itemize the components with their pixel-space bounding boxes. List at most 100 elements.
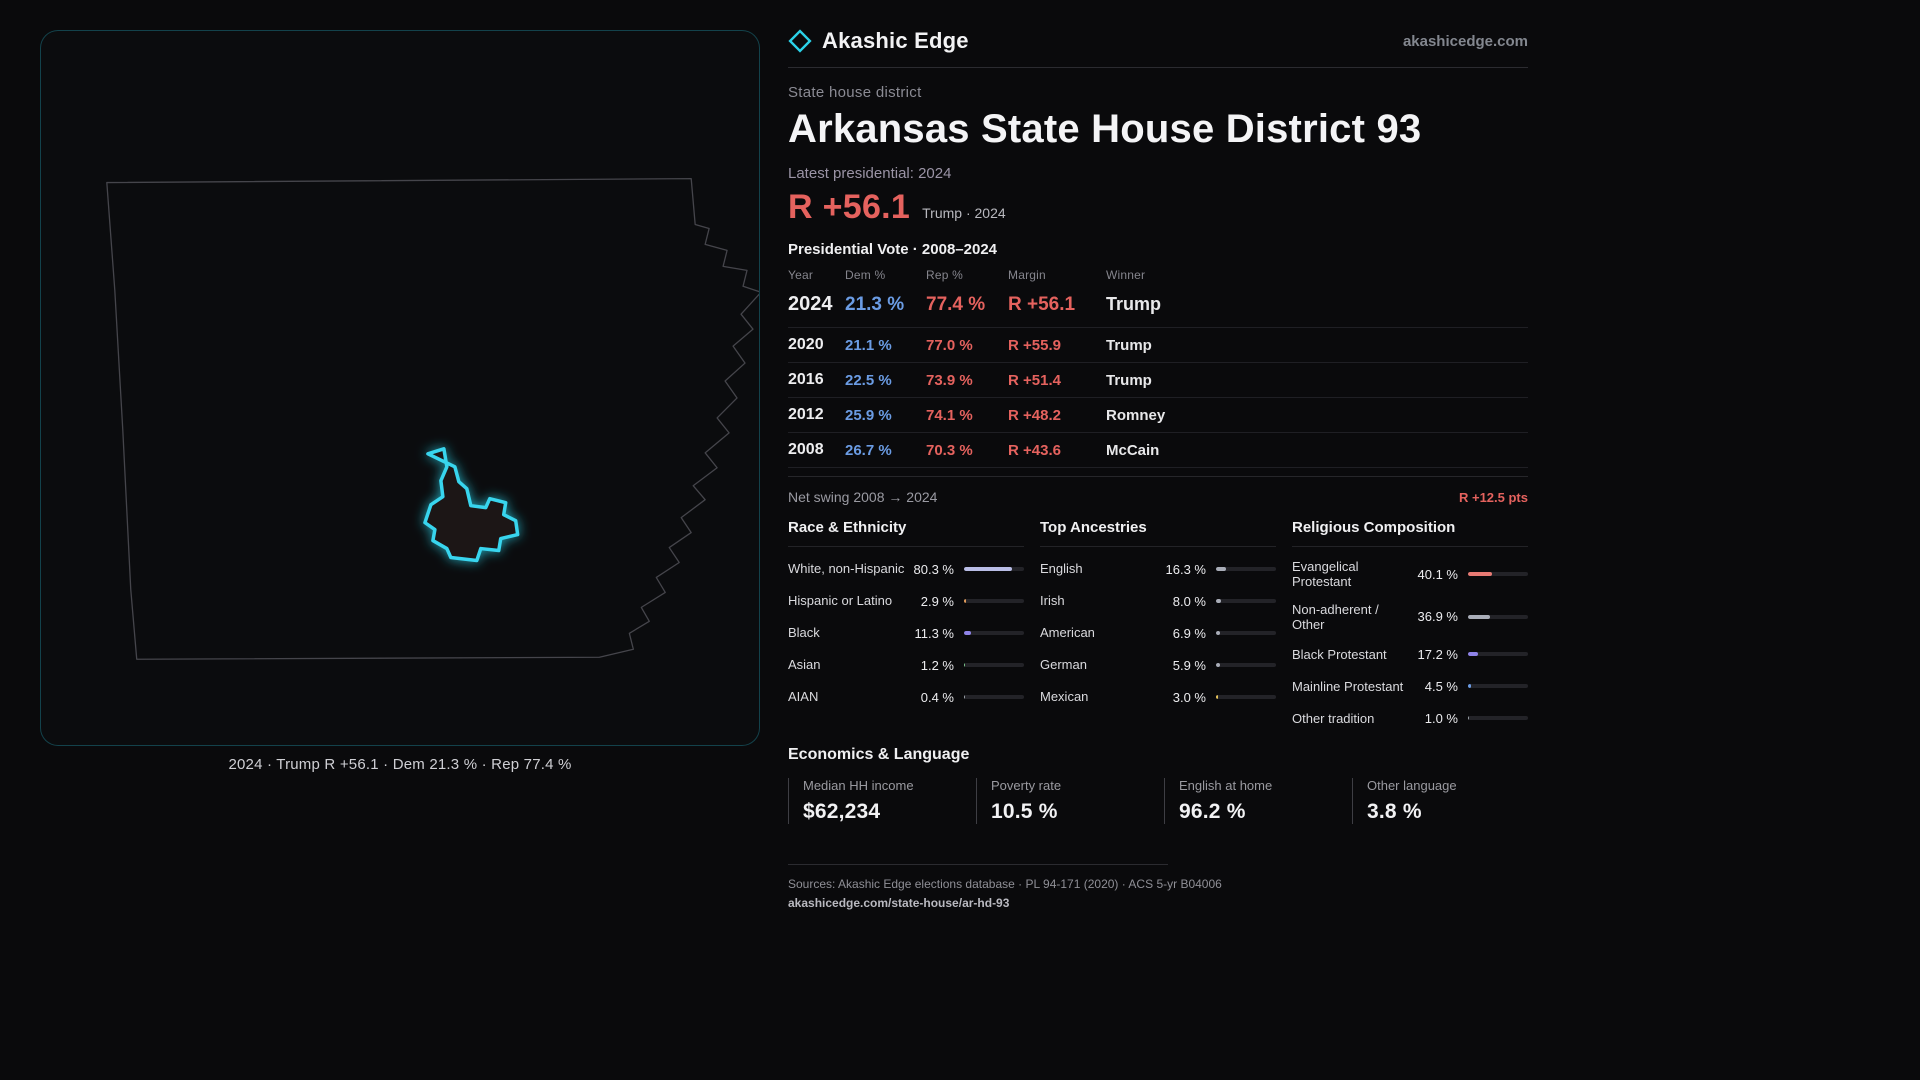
economics-stats: Median HH income $62,234 Poverty rate 10… — [788, 778, 1528, 825]
demo-value: 0.4 % — [920, 689, 954, 705]
demo-label: AIAN — [788, 689, 819, 705]
stat-label: English at home — [1179, 778, 1273, 794]
bar-fill — [964, 567, 1013, 571]
district-93-shape — [423, 447, 520, 563]
demo-label: Asian — [788, 657, 821, 673]
demo-label: English — [1040, 561, 1083, 577]
stat-value: 10.5 % — [991, 800, 1058, 824]
bar-track — [1468, 684, 1528, 689]
demo-row-asian: Asian 1.2 % — [788, 655, 1024, 675]
demo-row-white: White, non-Hispanic 80.3 % — [788, 559, 1024, 579]
footer-sources: Sources: Akashic Edge elections database… — [788, 877, 1222, 892]
arkansas-outline — [106, 177, 759, 660]
bar-fill — [964, 631, 971, 635]
bar-fill — [1468, 572, 1493, 577]
year-cell: 2008 — [788, 441, 824, 458]
headline-margin: R +56.1 Trump · 2024 — [788, 188, 1528, 227]
demo-row-evangelical: Evangelical Protestant 40.1 % — [1292, 559, 1528, 590]
winner-cell: Trump — [1106, 371, 1152, 389]
footer-divider — [788, 864, 1168, 866]
stat-value: $62,234 — [803, 800, 881, 824]
rep-cell: 70.3 % — [926, 441, 973, 459]
demo-value: 17.2 % — [1417, 646, 1458, 662]
race-ethnicity-title: Race & Ethnicity — [788, 519, 1024, 547]
race-ethnicity-section: Race & Ethnicity White, non-Hispanic 80.… — [788, 519, 1024, 728]
stat-label: Poverty rate — [991, 778, 1062, 794]
winner-cell: McCain — [1106, 441, 1160, 459]
bar-fill — [964, 695, 965, 699]
margin-cell: R +48.2 — [1008, 406, 1061, 424]
stat-other-language: Other language 3.8 % — [1352, 778, 1528, 825]
demo-label: Evangelical Protestant — [1292, 559, 1359, 590]
demo-value: 4.5 % — [1424, 678, 1458, 694]
content-column: Akashic Edge akashicedge.com State house… — [788, 28, 1528, 910]
bar-track — [1216, 599, 1276, 603]
district-map — [106, 177, 759, 660]
demo-label: Irish — [1040, 593, 1065, 609]
diamond-logo-icon — [788, 29, 812, 53]
col-year: Year — [788, 268, 814, 282]
bar-track — [964, 663, 1024, 667]
demographics-grid: Race & Ethnicity White, non-Hispanic 80.… — [788, 519, 1528, 728]
demo-row-mainline: Mainline Protestant 4.5 % — [1292, 676, 1528, 696]
vote-table-title: Presidential Vote · 2008–2024 — [788, 241, 998, 258]
footer-permalink[interactable]: akashicedge.com/state-house/ar-hd-93 — [788, 896, 1010, 911]
demo-label: Black — [788, 625, 820, 641]
year-cell: 2024 — [788, 293, 833, 315]
demo-row-other-tradition: Other tradition 1.0 % — [1292, 708, 1528, 728]
bar-track — [1468, 652, 1528, 657]
table-row-2024: 2024 21.3 % 77.4 % R +56.1 Trump — [788, 282, 1528, 328]
demo-row-irish: Irish 8.0 % — [1040, 591, 1276, 611]
ancestries-section: Top Ancestries English 16.3 % Irish 8.0 … — [1040, 519, 1276, 728]
brand: Akashic Edge — [788, 28, 969, 54]
demo-row-nonadherent: Non-adherent / Other 36.9 % — [1292, 602, 1528, 633]
stat-value: 96.2 % — [1179, 800, 1246, 824]
bar-track — [1468, 716, 1528, 721]
bar-fill — [1216, 567, 1226, 571]
stat-value: 3.8 % — [1367, 800, 1422, 824]
vote-table-header: Year Dem % Rep % Margin Winner — [788, 268, 1528, 282]
demo-label: White, non-Hispanic — [788, 561, 905, 577]
brand-domain-link[interactable]: akashicedge.com — [1402, 32, 1528, 50]
demo-value: 5.9 % — [1172, 657, 1206, 673]
bar-track — [1216, 567, 1276, 571]
demo-row-black-protestant: Black Protestant 17.2 % — [1292, 644, 1528, 664]
demo-label: Mexican — [1040, 689, 1089, 705]
winner-cell: Romney — [1106, 406, 1166, 424]
demo-row-english: English 16.3 % — [1040, 559, 1276, 579]
table-row-2008: 2008 26.7 % 70.3 % R +43.6 McCain — [788, 433, 1528, 468]
margin-cell: R +43.6 — [1008, 441, 1061, 459]
religion-section: Religious Composition Evangelical Protes… — [1292, 519, 1528, 728]
bar-track — [964, 695, 1024, 699]
demo-row-german: German 5.9 % — [1040, 655, 1276, 675]
col-winner: Winner — [1106, 268, 1146, 282]
kicker: State house district — [788, 84, 922, 101]
map-caption: 2024 · Trump R +56.1 · Dem 21.3 % · Rep … — [228, 756, 572, 773]
demo-label: Mainline Protestant — [1292, 678, 1404, 694]
col-rep: Rep % — [926, 268, 964, 282]
page-title: Arkansas State House District 93 — [788, 107, 1422, 151]
latest-presidential-label: Latest presidential: 2024 — [788, 165, 952, 182]
rep-cell: 73.9 % — [926, 371, 973, 389]
demo-value: 36.9 % — [1417, 609, 1458, 625]
margin-cell: R +55.9 — [1008, 336, 1061, 354]
table-row-2020: 2020 21.1 % 77.0 % R +55.9 Trump — [788, 328, 1528, 363]
year-cell: 2016 — [788, 371, 824, 388]
demo-value: 16.3 % — [1165, 561, 1206, 577]
stat-median-income: Median HH income $62,234 — [788, 778, 964, 825]
winner-cell: Trump — [1106, 336, 1152, 354]
bar-fill — [964, 599, 966, 603]
demo-value: 3.0 % — [1172, 689, 1206, 705]
bar-fill — [1468, 652, 1479, 657]
demo-label: American — [1040, 625, 1095, 641]
dem-cell: 21.1 % — [845, 336, 892, 354]
net-swing-row: Net swing 2008 → 2024 R +12.5 pts — [788, 476, 1528, 505]
rep-cell: 77.0 % — [926, 336, 973, 354]
demo-label: Hispanic or Latino — [788, 593, 893, 609]
bar-track — [1216, 695, 1276, 699]
demo-value: 8.0 % — [1172, 593, 1206, 609]
demo-row-mexican: Mexican 3.0 % — [1040, 687, 1276, 707]
footer: Sources: Akashic Edge elections database… — [788, 864, 1528, 910]
bar-fill — [1468, 684, 1471, 689]
headline-margin-value: R +56.1 — [788, 188, 911, 226]
